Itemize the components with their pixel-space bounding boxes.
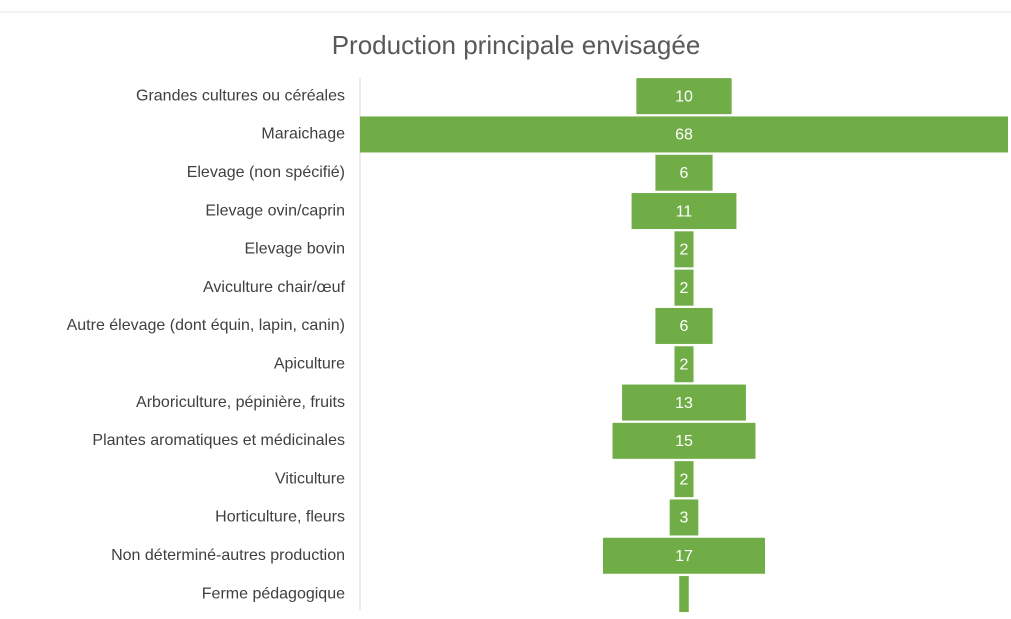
value-label: 6 [680,165,689,182]
category-label: Horticulture, fleurs [215,509,345,526]
bar [622,384,746,421]
value-label: 2 [680,280,689,297]
value-label: 13 [675,395,693,412]
category-label: Plantes aromatiques et médicinales [92,432,345,449]
category-label: Maraichage [261,126,345,143]
value-label: 68 [675,127,693,144]
bar [655,154,713,191]
bar [674,231,694,268]
category-label: Apiculture [274,355,345,372]
category-label: Non déterminé-autres production [111,547,345,564]
value-label: 2 [680,242,689,259]
value-label: 2 [680,356,689,373]
bar [612,422,756,459]
category-label: Elevage (non spécifié) [187,164,345,181]
category-label: Arboriculture, pépinière, fruits [136,394,345,411]
bar [674,346,694,383]
value-label: 17 [675,548,693,565]
bar [636,78,732,115]
value-label: 10 [675,88,693,105]
value-label: 6 [680,318,689,335]
bar [674,461,694,498]
bar [631,193,737,230]
category-label: Ferme pédagogique [202,585,345,602]
chart-title: Production principale envisagée [332,30,701,60]
bar [655,307,713,344]
category-label: Elevage ovin/caprin [205,202,345,219]
category-label: Elevage bovin [244,241,345,258]
category-label: Grandes cultures ou céréales [136,87,345,104]
category-label: Viticulture [275,470,345,487]
bar [360,116,1008,153]
value-label: 3 [680,510,689,527]
category-label: Aviculture chair/œuf [203,279,346,296]
bar [679,576,689,613]
value-label: 2 [680,471,689,488]
bar [603,537,765,574]
bar [669,499,699,536]
value-label: 11 [676,203,693,220]
value-label: 15 [675,433,693,450]
bar [674,269,694,306]
category-label: Autre élevage (dont équin, lapin, canin) [67,317,345,334]
